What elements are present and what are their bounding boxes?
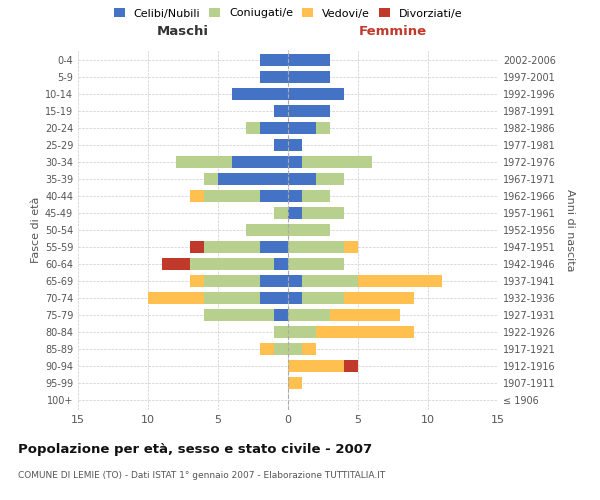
Text: Maschi: Maschi: [157, 25, 209, 38]
Bar: [204, 173, 218, 185]
Bar: [288, 360, 344, 372]
Bar: [204, 241, 260, 253]
Bar: [288, 241, 344, 253]
Bar: [288, 122, 316, 134]
Bar: [274, 207, 288, 219]
Bar: [288, 292, 302, 304]
Bar: [288, 71, 330, 84]
Bar: [288, 326, 316, 338]
Y-axis label: Anni di nascita: Anni di nascita: [565, 188, 575, 271]
Bar: [288, 343, 302, 355]
Bar: [260, 71, 288, 84]
Text: Femmine: Femmine: [359, 25, 427, 38]
Bar: [288, 54, 330, 66]
Bar: [288, 105, 330, 117]
Bar: [274, 258, 288, 270]
Bar: [204, 190, 260, 202]
Bar: [288, 88, 344, 101]
Bar: [344, 241, 358, 253]
Bar: [246, 122, 260, 134]
Bar: [204, 309, 274, 321]
Bar: [302, 207, 344, 219]
Bar: [148, 292, 204, 304]
Bar: [260, 275, 288, 287]
Bar: [190, 275, 204, 287]
Bar: [190, 258, 274, 270]
Bar: [204, 292, 260, 304]
Bar: [288, 173, 316, 185]
Bar: [274, 326, 288, 338]
Bar: [162, 258, 190, 270]
Bar: [260, 343, 274, 355]
Bar: [316, 326, 414, 338]
Bar: [288, 156, 302, 168]
Bar: [274, 343, 288, 355]
Bar: [260, 122, 288, 134]
Bar: [288, 376, 302, 389]
Bar: [260, 292, 288, 304]
Bar: [246, 224, 288, 236]
Text: Popolazione per età, sesso e stato civile - 2007: Popolazione per età, sesso e stato civil…: [18, 442, 372, 456]
Bar: [288, 258, 344, 270]
Bar: [302, 190, 330, 202]
Y-axis label: Fasce di età: Fasce di età: [31, 197, 41, 263]
Bar: [260, 54, 288, 66]
Text: COMUNE DI LEMIE (TO) - Dati ISTAT 1° gennaio 2007 - Elaborazione TUTTITALIA.IT: COMUNE DI LEMIE (TO) - Dati ISTAT 1° gen…: [18, 471, 385, 480]
Bar: [288, 207, 302, 219]
Bar: [358, 275, 442, 287]
Bar: [288, 224, 330, 236]
Bar: [288, 139, 302, 151]
Bar: [302, 292, 344, 304]
Bar: [218, 173, 288, 185]
Bar: [344, 292, 414, 304]
Bar: [344, 360, 358, 372]
Bar: [260, 190, 288, 202]
Bar: [176, 156, 232, 168]
Bar: [190, 190, 204, 202]
Bar: [204, 275, 260, 287]
Bar: [190, 241, 204, 253]
Bar: [274, 105, 288, 117]
Bar: [260, 241, 288, 253]
Bar: [274, 309, 288, 321]
Bar: [316, 173, 344, 185]
Legend: Celibi/Nubili, Coniugati/e, Vedovi/e, Divorziati/e: Celibi/Nubili, Coniugati/e, Vedovi/e, Di…: [113, 8, 463, 18]
Bar: [288, 275, 302, 287]
Bar: [330, 309, 400, 321]
Bar: [232, 156, 288, 168]
Bar: [274, 139, 288, 151]
Bar: [232, 88, 288, 101]
Bar: [302, 156, 372, 168]
Bar: [288, 190, 302, 202]
Bar: [288, 309, 330, 321]
Bar: [302, 275, 358, 287]
Bar: [302, 343, 316, 355]
Bar: [316, 122, 330, 134]
